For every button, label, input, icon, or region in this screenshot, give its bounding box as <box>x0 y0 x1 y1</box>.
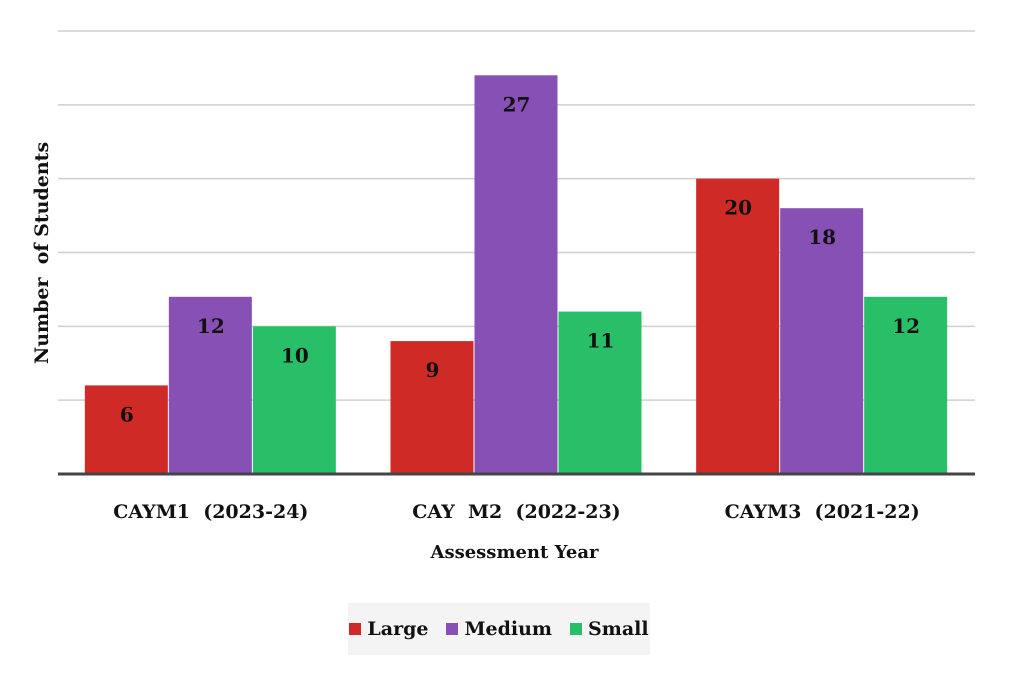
data-label-large-1: 6 <box>120 402 134 426</box>
bar-large-1 <box>84 385 168 474</box>
y-axis-title: Number of Students <box>31 142 53 364</box>
legend-label-small: Small <box>588 618 649 640</box>
bar-small-3 <box>864 296 948 474</box>
x-tick-labels: CAYM1 (2023-24) CAY M2 (2022-23) CAYM3 (20… <box>113 501 919 523</box>
data-label-medium-2: 27 <box>503 92 531 116</box>
bar-medium-1 <box>168 296 252 474</box>
x-tick-label-3: CAYM3 (2021-22) <box>725 501 920 523</box>
legend-label-medium: Medium <box>464 618 553 640</box>
bars <box>84 75 948 475</box>
x-tick-label-2: CAY M2 (2022-23) <box>412 501 620 523</box>
legend-item-medium: Medium <box>446 618 552 640</box>
bar-medium-2 <box>474 75 558 475</box>
bar-small-2 <box>558 311 642 474</box>
data-label-small-3: 12 <box>892 314 920 338</box>
data-label-large-2: 9 <box>426 358 440 382</box>
data-label-large-3: 20 <box>724 196 752 220</box>
legend-swatch-medium <box>446 623 459 635</box>
data-label-small-2: 11 <box>587 329 615 353</box>
bar-medium-3 <box>780 208 864 474</box>
bar-large-2 <box>390 341 474 474</box>
data-labels: 6 12 10 9 27 11 20 18 12 <box>120 92 920 426</box>
legend-item-small: Small <box>570 618 649 640</box>
x-tick-label-1: CAYM1 (2023-24) <box>113 501 308 523</box>
bar-large-3 <box>696 178 780 474</box>
legend-label-large: Large <box>367 618 429 640</box>
data-label-medium-1: 12 <box>197 314 225 338</box>
legend-swatch-small <box>570 623 583 635</box>
bar-small-1 <box>252 326 336 474</box>
x-axis-title: Assessment Year <box>429 542 599 563</box>
data-label-medium-3: 18 <box>808 225 836 249</box>
data-label-small-1: 10 <box>281 343 309 367</box>
legend: Large Medium Small <box>348 603 650 655</box>
legend-swatch-large <box>349 623 362 635</box>
legend-item-large: Large <box>349 618 428 640</box>
